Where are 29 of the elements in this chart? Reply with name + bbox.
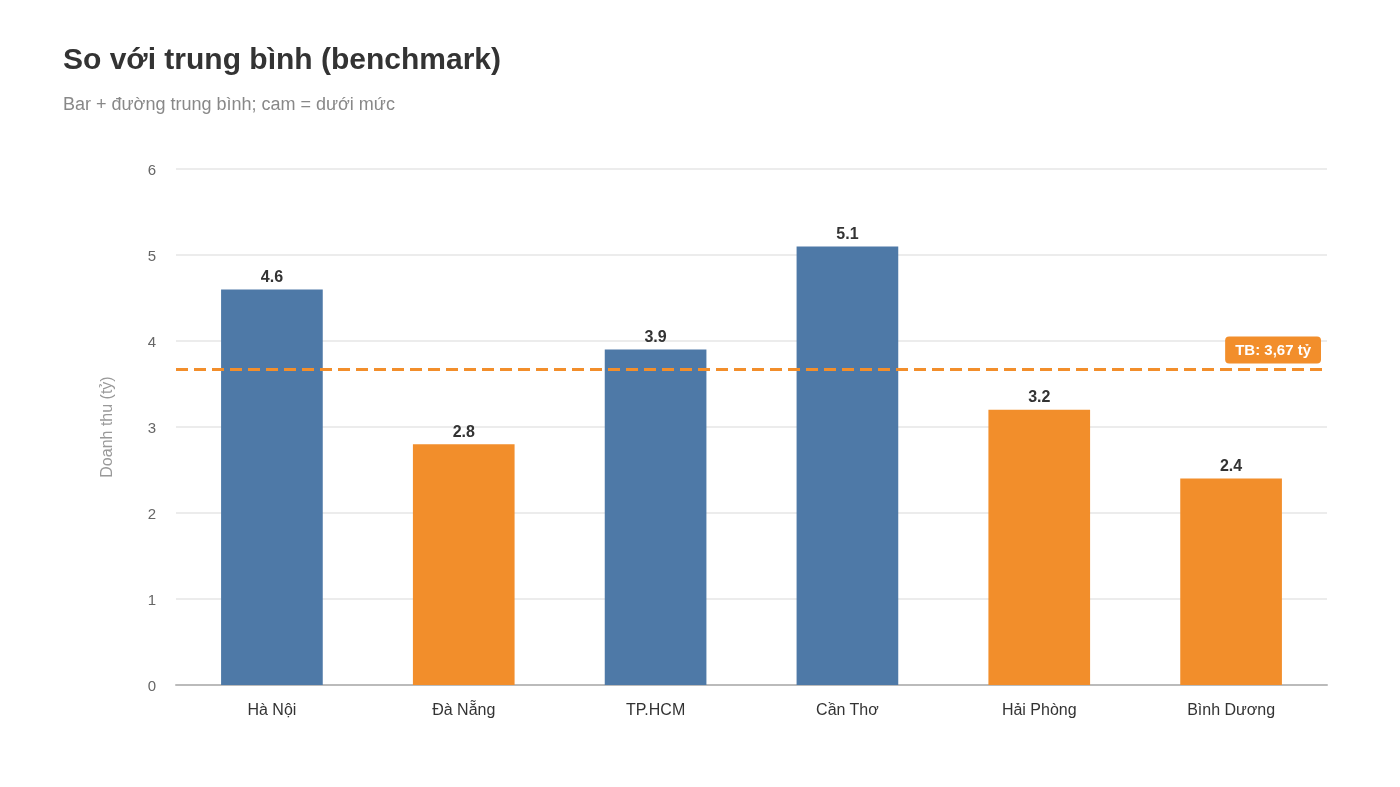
x-tick-label: Cần Thơ (816, 700, 880, 718)
y-tick-label: 1 (147, 590, 156, 608)
bar (412, 444, 515, 685)
y-tick-label: 5 (147, 246, 156, 264)
data-label: 3.9 (644, 328, 667, 346)
data-label: 4.6 (260, 267, 284, 285)
chart-title: So với trung bình (benchmark) (63, 41, 502, 75)
data-label: 3.2 (1028, 388, 1051, 406)
data-label: 5.1 (836, 224, 859, 242)
y-tick-label: 2 (147, 504, 156, 522)
y-tick-label: 0 (147, 676, 156, 694)
y-tick-label: 3 (147, 418, 156, 436)
ref-line-label: TB: 3,67 tỷ (1235, 341, 1312, 359)
x-tick-label: Hà Nội (247, 700, 297, 718)
bar (796, 246, 899, 685)
bar (1180, 478, 1282, 685)
y-tick-label: 6 (147, 160, 156, 178)
chart-subtitle: Bar + đường trung bình; cam = dưới mức (63, 94, 395, 114)
data-label: 2.8 (452, 422, 475, 440)
bar (604, 349, 707, 685)
data-label: 2.4 (1219, 457, 1243, 475)
bar (221, 289, 323, 685)
bar (988, 409, 1091, 685)
y-tick-label: 4 (147, 332, 156, 350)
x-tick-label: Bình Dương (1187, 700, 1276, 718)
x-tick-label: Đà Nẵng (432, 699, 496, 718)
x-tick-label: TP.HCM (625, 700, 686, 718)
x-tick-label: Hải Phòng (1001, 700, 1077, 718)
y-axis-title: Doanh thu (tỷ) (97, 376, 115, 478)
